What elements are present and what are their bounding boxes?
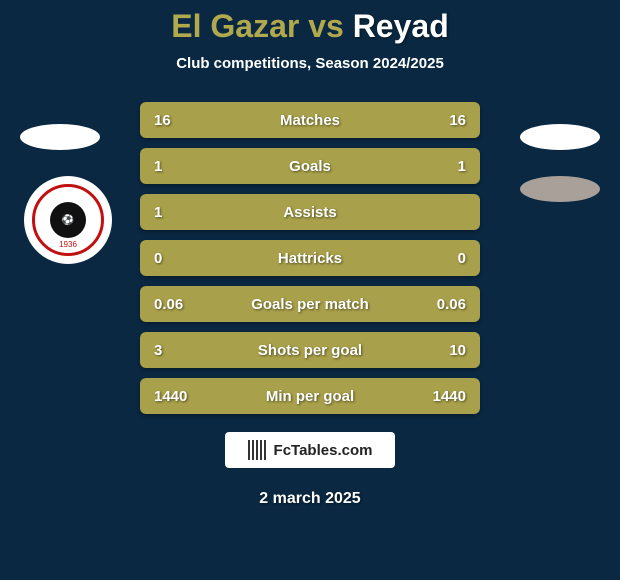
right-badge-placeholder — [520, 124, 600, 150]
stat-label: Matches — [280, 112, 340, 129]
stat-left-value: 16 — [154, 112, 171, 129]
title-vs: vs — [308, 8, 344, 44]
stat-label: Hattricks — [278, 250, 342, 267]
club-badge-year: 1936 — [59, 240, 77, 249]
stat-row-assists: 1 Assists — [140, 194, 480, 230]
club-badge-core: ⚽ — [50, 202, 86, 238]
stat-right-value: 10 — [449, 342, 466, 359]
stat-label: Shots per goal — [258, 342, 362, 359]
subtitle: Club competitions, Season 2024/2025 — [0, 55, 620, 72]
stat-right-value: 1 — [458, 158, 466, 175]
stat-row-matches: 16 Matches 16 — [140, 102, 480, 138]
stat-row-goals: 1 Goals 1 — [140, 148, 480, 184]
chart-icon — [248, 440, 268, 460]
stat-left-value: 0.06 — [154, 296, 183, 313]
stat-right-value: 0 — [458, 250, 466, 267]
stat-right-value: 1440 — [433, 388, 466, 405]
stat-row-hattricks: 0 Hattricks 0 — [140, 240, 480, 276]
left-badge-placeholder — [20, 124, 100, 150]
stat-left-value: 1440 — [154, 388, 187, 405]
stat-row-gpm: 0.06 Goals per match 0.06 — [140, 286, 480, 322]
club-badge: ⚽ 1936 — [24, 176, 112, 264]
stat-right-value: 0.06 — [437, 296, 466, 313]
title-right-player: Reyad — [353, 8, 449, 44]
stat-left-value: 3 — [154, 342, 162, 359]
footer-text: FcTables.com — [274, 442, 373, 459]
date-label: 2 march 2025 — [0, 490, 620, 508]
stat-left-value: 1 — [154, 204, 162, 221]
stat-right-value: 16 — [449, 112, 466, 129]
stat-row-mpg: 1440 Min per goal 1440 — [140, 378, 480, 414]
stat-left-value: 0 — [154, 250, 162, 267]
stat-label: Min per goal — [266, 388, 354, 405]
stat-label: Goals — [289, 158, 331, 175]
right-badge-placeholder-2 — [520, 176, 600, 202]
stat-row-spg: 3 Shots per goal 10 — [140, 332, 480, 368]
stat-label: Goals per match — [251, 296, 369, 313]
title-left-player: El Gazar — [171, 8, 299, 44]
footer-badge[interactable]: FcTables.com — [225, 432, 395, 468]
stat-label: Assists — [283, 204, 336, 221]
comparison-title: El Gazar vs Reyad — [0, 0, 620, 55]
club-badge-inner: ⚽ 1936 — [32, 184, 104, 256]
stat-left-value: 1 — [154, 158, 162, 175]
stats-container: 16 Matches 16 1 Goals 1 1 Assists 0 Hatt… — [140, 102, 480, 414]
